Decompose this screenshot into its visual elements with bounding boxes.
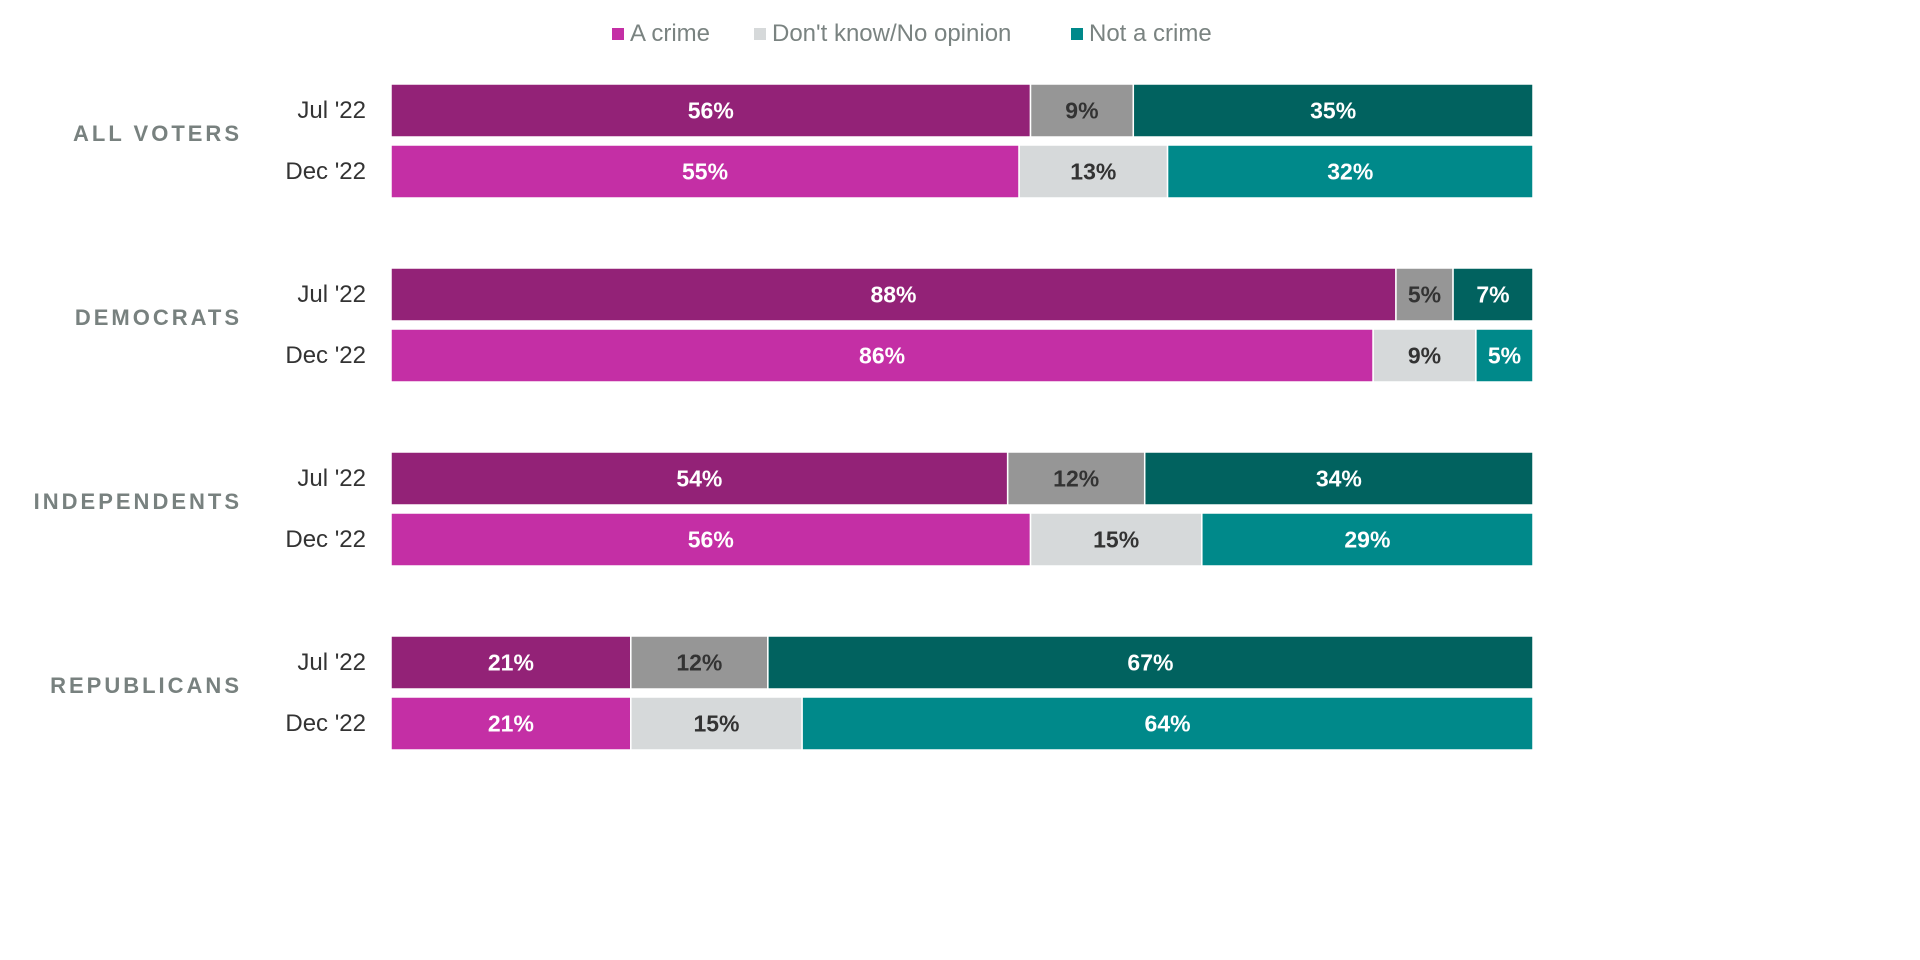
group-label: INDEPENDENTS <box>34 489 242 514</box>
value-label-crime: 21% <box>488 711 534 737</box>
legend-item-not_crime: Not a crime <box>1071 20 1212 47</box>
bar-segment-crime <box>390 696 632 751</box>
value-label-crime: 55% <box>682 159 728 185</box>
bar-row: Dec '22 86% 9% 5% <box>285 328 1534 383</box>
bar-segment-not_crime <box>1143 451 1534 506</box>
bar-segment-dont_know <box>1029 83 1135 138</box>
bar-segment-not_crime <box>767 635 1534 690</box>
value-label-dont_know: 12% <box>1053 466 1099 492</box>
group-all-voters: ALL VOTERS Jul '22 56% 9% 35% Dec '22 55% 13% 32… <box>73 83 1534 199</box>
bar-segment-crime <box>390 267 1397 322</box>
bar-segment-dont_know <box>1018 144 1169 199</box>
period-label: Jul '22 <box>297 281 366 308</box>
value-label-not_crime: 67% <box>1127 650 1173 676</box>
value-label-crime: 56% <box>688 98 734 124</box>
period-label: Jul '22 <box>297 465 366 492</box>
value-label-not_crime: 35% <box>1310 98 1356 124</box>
legend-swatch-dont_know <box>754 28 766 40</box>
bar-segment-dont_know <box>1006 451 1146 506</box>
stacked-bar-chart: A crime Don't know/No opinion Not a crime … <box>34 20 1534 751</box>
bar-row: Jul '22 21% 12% 67% <box>297 635 1534 690</box>
legend-swatch-crime <box>612 28 624 40</box>
value-label-not_crime: 5% <box>1488 343 1521 369</box>
group-label: ALL VOTERS <box>73 121 242 146</box>
group-label: REPUBLICANS <box>50 673 242 698</box>
bar-segment-crime <box>390 512 1032 567</box>
value-label-not_crime: 29% <box>1344 527 1390 553</box>
value-label-dont_know: 12% <box>676 650 722 676</box>
legend-item-dont_know: Don't know/No opinion <box>754 20 1011 47</box>
value-label-dont_know: 5% <box>1408 282 1441 308</box>
bar-row: Jul '22 56% 9% 35% <box>297 83 1534 138</box>
bar-row: Dec '22 55% 13% 32% <box>285 144 1534 199</box>
group-republicans: REPUBLICANS Jul '22 21% 12% 67% Dec '22 21% 15%… <box>50 635 1534 751</box>
value-label-not_crime: 64% <box>1145 711 1191 737</box>
bar-segment-dont_know <box>630 635 769 690</box>
legend-label-not_crime: Not a crime <box>1089 20 1212 47</box>
bar-segment-not_crime <box>1166 144 1534 199</box>
legend-item-crime: A crime <box>612 20 710 47</box>
value-label-crime: 54% <box>676 466 722 492</box>
bar-segment-not_crime <box>801 696 1534 751</box>
group-democrats: DEMOCRATS Jul '22 88% 5% 7% Dec '22 86% 9% 5% <box>75 267 1534 383</box>
bar-segment-dont_know <box>1029 512 1203 567</box>
bar-row: Jul '22 88% 5% 7% <box>297 267 1534 322</box>
value-label-dont_know: 9% <box>1065 98 1098 124</box>
period-label: Dec '22 <box>285 342 366 369</box>
value-label-not_crime: 7% <box>1476 282 1509 308</box>
bar-segment-crime <box>390 144 1020 199</box>
bar-row: Jul '22 54% 12% 34% <box>297 451 1534 506</box>
value-label-not_crime: 34% <box>1316 466 1362 492</box>
value-label-crime: 21% <box>488 650 534 676</box>
bar-segment-dont_know <box>630 696 803 751</box>
legend: A crime Don't know/No opinion Not a crime <box>612 20 1212 47</box>
value-label-crime: 56% <box>688 527 734 553</box>
bar-segment-crime <box>390 328 1374 383</box>
value-label-crime: 88% <box>870 282 916 308</box>
bar-segment-crime <box>390 635 632 690</box>
bar-segment-not_crime <box>1452 267 1534 322</box>
period-label: Jul '22 <box>297 97 366 124</box>
bar-segment-crime <box>390 451 1009 506</box>
bar-segment-dont_know <box>1395 267 1454 322</box>
period-label: Dec '22 <box>285 710 366 737</box>
value-label-crime: 86% <box>859 343 905 369</box>
bar-segment-not_crime <box>1132 83 1534 138</box>
value-label-dont_know: 15% <box>1093 527 1139 553</box>
bar-segment-not_crime <box>1475 328 1534 383</box>
value-label-dont_know: 15% <box>693 711 739 737</box>
period-label: Jul '22 <box>297 649 366 676</box>
period-label: Dec '22 <box>285 158 366 185</box>
bar-segment-crime <box>390 83 1032 138</box>
bar-row: Dec '22 21% 15% 64% <box>285 696 1534 751</box>
value-label-not_crime: 32% <box>1327 159 1373 185</box>
chart-groups: ALL VOTERS Jul '22 56% 9% 35% Dec '22 55% 13% 32… <box>34 83 1534 751</box>
value-label-dont_know: 13% <box>1070 159 1116 185</box>
legend-label-dont_know: Don't know/No opinion <box>772 20 1011 47</box>
legend-label-crime: A crime <box>630 20 710 47</box>
group-label: DEMOCRATS <box>75 305 242 330</box>
bar-row: Dec '22 56% 15% 29% <box>285 512 1534 567</box>
bar-segment-not_crime <box>1201 512 1534 567</box>
value-label-dont_know: 9% <box>1408 343 1441 369</box>
legend-swatch-not_crime <box>1071 28 1083 40</box>
group-independents: INDEPENDENTS Jul '22 54% 12% 34% Dec '22 56% 15… <box>34 451 1534 567</box>
period-label: Dec '22 <box>285 526 366 553</box>
